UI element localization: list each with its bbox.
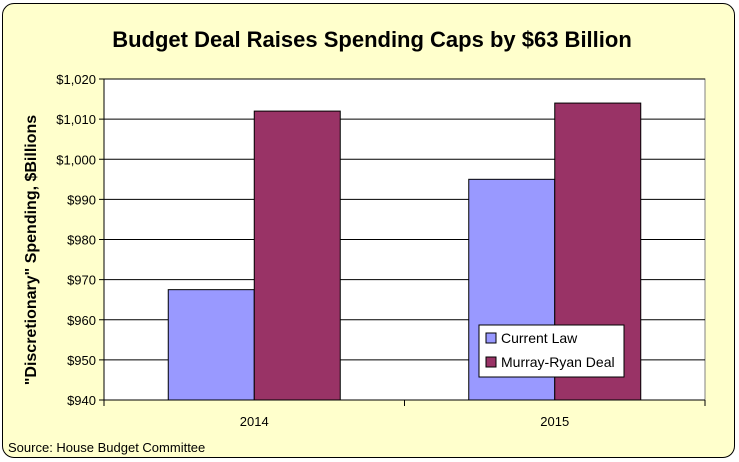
legend-label: Murray-Ryan Deal: [501, 354, 615, 370]
bar-2014-current-law: [167, 289, 255, 401]
legend-swatch: [485, 332, 497, 344]
x-tick-label: 2015: [540, 414, 569, 429]
y-axis-label: "Discretionary" Spending, $Billions: [23, 115, 40, 385]
bar-2014-murray-ryan-deal: [253, 110, 341, 401]
axes: [99, 78, 706, 406]
y-tick-label: $970: [67, 273, 96, 288]
y-tick-labels: $940 $950 $960 $970 $980 $990 $1,000 $1,010 $1,0…: [56, 72, 96, 408]
chart-title: Budget Deal Raises Spending Caps by $63 …: [112, 27, 632, 52]
legend-swatch: [485, 356, 497, 368]
y-tick-label: $990: [67, 192, 96, 207]
legend: Current Law Murray-Ryan Deal: [478, 324, 625, 378]
legend-box: [478, 324, 625, 378]
y-tick-label: $980: [67, 233, 96, 248]
x-tick-label: 2014: [240, 414, 269, 429]
y-tick-label: $940: [67, 393, 96, 408]
source-note: Source: House Budget Committee: [8, 440, 205, 455]
y-tick-label: $1,020: [56, 72, 96, 87]
x-tick-labels: 2014 2015: [240, 414, 569, 429]
y-tick-label: $1,010: [56, 112, 96, 127]
y-tick-label: $950: [67, 353, 96, 368]
y-tick-label: $960: [67, 313, 96, 328]
legend-label: Current Law: [501, 330, 578, 346]
y-tick-label: $1,000: [56, 152, 96, 167]
